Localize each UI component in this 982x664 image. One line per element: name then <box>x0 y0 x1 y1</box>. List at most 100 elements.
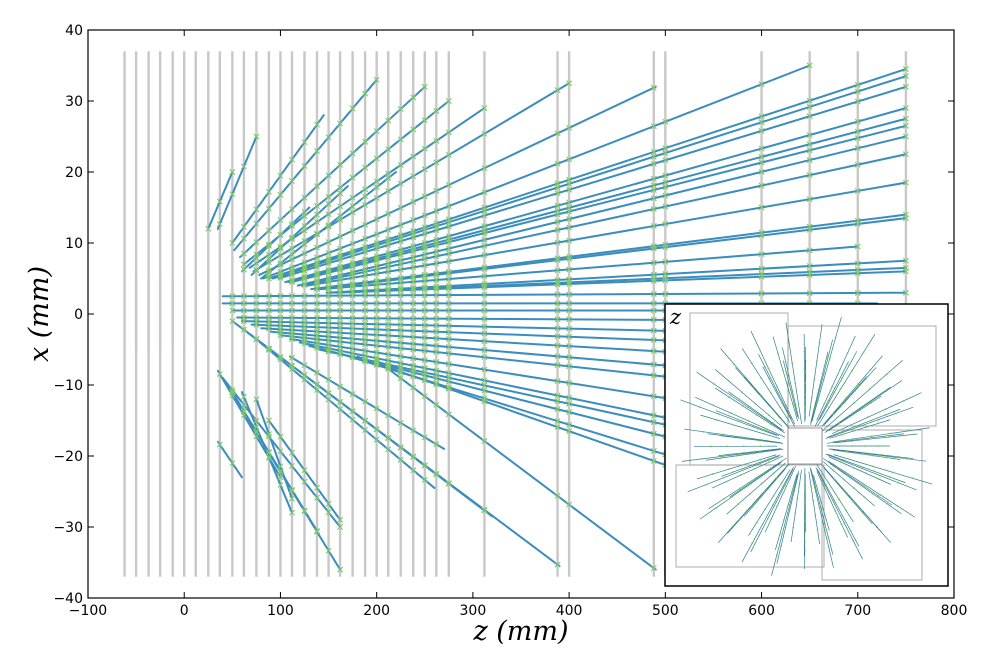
hit-marker <box>758 182 765 189</box>
hit-marker <box>566 300 573 307</box>
inset-hit <box>884 413 887 416</box>
hit-marker <box>277 448 284 455</box>
inset-hit <box>728 396 730 398</box>
hit-marker <box>410 355 417 362</box>
inset-hit <box>833 503 836 506</box>
inset-hit <box>818 502 821 505</box>
inset-track-ray <box>803 334 806 423</box>
hit-marker <box>301 507 308 514</box>
hit-marker <box>337 284 344 291</box>
inset-hit <box>737 503 740 505</box>
hit-marker <box>289 300 295 307</box>
inset-hit <box>857 464 860 467</box>
hit-marker <box>397 180 404 187</box>
hit-marker <box>301 280 308 287</box>
inset-hit <box>834 386 837 389</box>
hit-marker <box>433 441 440 448</box>
hit-marker <box>433 159 440 166</box>
hit-marker <box>421 245 428 252</box>
inset-track-ray <box>727 463 790 534</box>
inset-hit <box>776 504 779 507</box>
inset-hit <box>843 521 845 524</box>
x-tick-label: 400 <box>556 603 583 619</box>
hit-marker <box>445 374 452 381</box>
inset-track-ray <box>728 391 785 432</box>
inset-hit <box>849 476 852 478</box>
inset-hit <box>818 341 821 344</box>
hit-marker <box>410 278 417 285</box>
hit-marker <box>397 204 404 211</box>
inset-hit <box>841 430 843 433</box>
inset-hit <box>797 402 800 405</box>
inset-track-ray <box>814 361 849 427</box>
inset-module <box>787 325 937 427</box>
hit-marker <box>253 428 260 435</box>
hit-marker <box>289 333 295 340</box>
hit-marker <box>481 398 488 405</box>
inset-hit <box>851 445 854 447</box>
hit-marker <box>314 263 320 270</box>
inset-module <box>675 464 825 568</box>
hit-marker <box>337 566 344 573</box>
hit-marker <box>349 252 356 259</box>
hit-marker <box>758 232 765 239</box>
inset-track-ray <box>829 462 902 515</box>
hit-marker <box>433 227 440 234</box>
hit-marker <box>662 172 669 179</box>
hit-marker <box>337 307 344 314</box>
hit-marker <box>410 173 417 180</box>
inset-track-ray <box>817 333 876 426</box>
hit-marker <box>349 105 356 112</box>
hit-marker <box>421 307 428 314</box>
hit-marker <box>397 339 404 346</box>
inset-hit <box>787 503 790 506</box>
y-tick-label: 0 <box>74 307 83 323</box>
y-tick-label: 30 <box>65 94 83 110</box>
hit-marker <box>349 345 356 352</box>
inset-track-ray <box>684 428 782 444</box>
hit-marker <box>650 327 657 334</box>
hit-marker <box>566 325 573 332</box>
hit-marker <box>410 384 417 391</box>
hit-marker <box>397 327 404 334</box>
hit-marker <box>349 408 356 415</box>
inset-hit <box>894 412 897 415</box>
hit-marker <box>385 250 392 257</box>
hit-marker <box>314 280 320 287</box>
track-line <box>271 75 907 280</box>
inset-track-ray <box>823 367 877 426</box>
inset-hit <box>709 445 712 448</box>
inset-hit <box>852 539 855 542</box>
hit-marker <box>854 220 861 227</box>
inset-hit <box>842 459 845 461</box>
hit-marker <box>650 277 657 284</box>
hit-marker <box>229 293 236 300</box>
hit-marker <box>301 259 308 266</box>
hit-marker <box>216 198 223 205</box>
hit-marker <box>433 307 440 314</box>
hit-marker <box>373 349 380 356</box>
hit-marker <box>806 272 813 278</box>
inset-hit <box>832 469 835 472</box>
hit-marker <box>410 264 417 271</box>
hit-marker <box>337 120 344 127</box>
hit-marker <box>806 97 813 104</box>
inset-hit <box>849 394 851 397</box>
hit-marker <box>253 429 260 436</box>
inset-hit <box>725 480 728 483</box>
hit-marker <box>349 263 356 270</box>
inset-hit <box>824 483 827 486</box>
hit-marker <box>650 361 657 368</box>
inset-hit <box>754 477 757 480</box>
inset-hit <box>755 462 758 465</box>
hit-marker <box>314 528 320 535</box>
hit-marker <box>325 337 332 344</box>
inset-hit <box>744 466 746 469</box>
inset-hit <box>885 456 888 459</box>
hit-marker <box>314 244 320 251</box>
hit-marker <box>410 334 417 341</box>
hit-marker <box>373 128 380 135</box>
hit-marker <box>301 273 308 280</box>
hit-marker <box>373 245 380 252</box>
hit-marker <box>445 203 452 210</box>
